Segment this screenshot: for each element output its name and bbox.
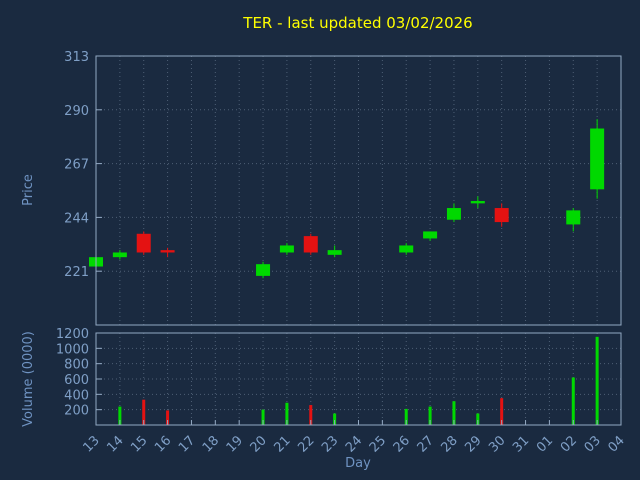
price-axis-label: Price	[21, 174, 36, 206]
plot-border	[95, 55, 622, 326]
volume-bars	[118, 336, 599, 425]
x-tick-label: 21	[271, 433, 293, 455]
x-tick-label: 25	[367, 433, 389, 455]
x-tick-label: 26	[391, 433, 413, 455]
candle-body	[423, 231, 438, 239]
x-tick-label: 03	[582, 433, 604, 455]
candle-body	[112, 252, 127, 258]
x-tick-label: 17	[176, 433, 198, 455]
volume-bar	[285, 402, 289, 425]
volume-bar	[571, 377, 575, 425]
candlestick	[566, 208, 581, 232]
x-tick-label: 20	[248, 433, 270, 455]
x-tick-label: 31	[510, 433, 532, 455]
plot-frames	[95, 55, 622, 426]
price-tick-label: 244	[64, 211, 89, 226]
candlestick	[446, 203, 461, 223]
candle-body	[446, 208, 461, 220]
chart-title: TER - last updated 03/02/2026	[242, 14, 472, 32]
candle-body	[279, 245, 294, 253]
candlestick	[423, 231, 438, 241]
volume-tick-label: 1200	[56, 327, 89, 342]
volume-tick-label: 400	[64, 388, 89, 403]
x-tick-label: 16	[152, 433, 174, 455]
plot-border	[95, 332, 622, 426]
candlestick	[279, 243, 294, 255]
candlestick	[136, 231, 151, 255]
volume-bar	[428, 406, 432, 425]
volume-tick-label: 800	[64, 358, 89, 373]
volume-bar	[476, 413, 480, 425]
candle-body	[303, 236, 318, 253]
x-tick-label: 02	[558, 433, 580, 455]
candle-body	[566, 210, 581, 225]
x-tick-label: 23	[319, 433, 341, 455]
candlestick	[494, 203, 509, 227]
x-tick-label: 13	[81, 433, 103, 455]
x-tick-label: 14	[104, 433, 126, 455]
price-tick-label: 221	[64, 265, 89, 280]
candlestick	[470, 196, 485, 209]
volume-bar	[452, 401, 456, 425]
volume-bar	[309, 405, 313, 425]
candlestick	[303, 233, 318, 255]
candle-body	[399, 245, 414, 253]
x-tick-label: 15	[128, 433, 150, 455]
candle-body	[470, 201, 485, 204]
x-tick-label: 19	[224, 433, 246, 455]
x-tick-label: 27	[415, 433, 437, 455]
volume-bar	[404, 408, 408, 425]
volume-axis-label: Volume (0000)	[21, 331, 36, 427]
x-tick-label: 04	[606, 433, 628, 455]
volume-bar	[595, 336, 599, 425]
candlesticks	[89, 119, 605, 279]
candlestick	[160, 247, 175, 258]
candle-body	[136, 233, 151, 253]
price-tick-label: 313	[64, 50, 89, 65]
x-tick-label: 24	[343, 433, 365, 455]
candle-body	[494, 208, 509, 223]
price-tick-label: 290	[64, 104, 89, 119]
x-tick-label: 30	[486, 433, 508, 455]
price-tick-label: 267	[64, 158, 89, 173]
volume-tick-label: 600	[64, 373, 89, 388]
candlestick	[327, 245, 342, 258]
candle-body	[590, 128, 605, 190]
volume-tick-label: 200	[64, 404, 89, 419]
candlestick	[256, 261, 271, 279]
candle-body	[160, 250, 175, 253]
candlestick	[590, 119, 605, 199]
x-tick-label: 28	[438, 433, 460, 455]
x-tick-label: 22	[295, 433, 317, 455]
volume-bar	[500, 398, 504, 425]
volume-bar	[166, 410, 170, 425]
candle-body	[327, 250, 342, 255]
x-tick-label: 29	[462, 433, 484, 455]
x-tick-label: 01	[534, 433, 556, 455]
volume-tick-label: 1000	[56, 342, 89, 357]
volume-bar	[118, 406, 122, 425]
volume-bar	[142, 399, 146, 425]
volume-bar	[261, 409, 265, 425]
candlestick	[112, 250, 127, 260]
candlestick	[399, 243, 414, 255]
x-tick-label: 18	[200, 433, 222, 455]
grid-lines	[95, 55, 622, 425]
candle-body	[256, 264, 271, 276]
volume-bar	[333, 413, 337, 425]
x-axis-label: Day	[345, 456, 371, 471]
